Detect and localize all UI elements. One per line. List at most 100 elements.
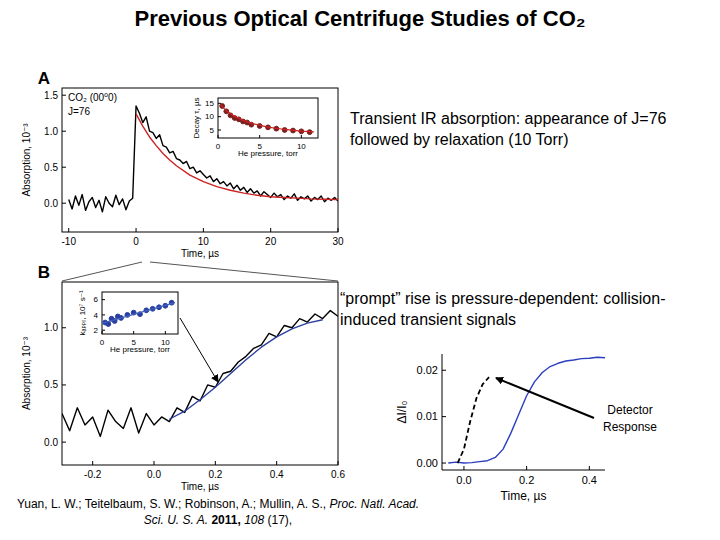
plot-background xyxy=(102,292,178,334)
y-axis xyxy=(442,354,443,470)
annotation: J=76 xyxy=(68,106,90,117)
y-tick-label: 0.0 xyxy=(44,437,58,448)
annotation: A xyxy=(38,69,50,88)
y-axis-label: Absorption, 10⁻³ xyxy=(21,123,32,197)
slide: {"title": "Previous Optical Centrifuge S… xyxy=(0,0,720,540)
y-tick xyxy=(218,116,221,117)
y-tick-label: 0.5 xyxy=(44,379,58,390)
x-tick-label: -0.2 xyxy=(84,469,102,480)
x-tick-label: 0.2 xyxy=(519,474,534,486)
zoom-line xyxy=(150,262,338,281)
y-tick-label: 4 xyxy=(94,311,99,320)
y-tick xyxy=(442,370,446,371)
plot-data xyxy=(102,300,175,326)
y-tick xyxy=(102,330,105,331)
x-tick xyxy=(589,466,590,470)
y-tick-label: 1.0 xyxy=(44,322,58,333)
citation-authors: Yuan, L. W.; Teitelbaum, S. W.; Robinson… xyxy=(17,497,326,511)
y-tick xyxy=(62,167,66,168)
x-tick xyxy=(154,461,155,465)
x-axis-label: Time, µs xyxy=(181,481,219,492)
y-tick-label: 15 xyxy=(205,99,214,108)
x-tick xyxy=(218,135,219,138)
annotation-arrow xyxy=(496,378,594,418)
citation-year: 2011, xyxy=(211,513,240,527)
x-tick xyxy=(301,135,302,138)
x-tick-label: 0.2 xyxy=(208,469,222,480)
plot-data xyxy=(220,104,314,135)
x-tick-label: 0.4 xyxy=(582,474,597,486)
y-tick-label: 5 xyxy=(210,126,215,135)
y-tick-label: 10 xyxy=(205,112,214,121)
x-tick xyxy=(92,461,93,465)
y-tick-label: 0.00 xyxy=(417,457,438,469)
x-tick-label: 0.0 xyxy=(147,469,161,480)
x-tick-label: 0.0 xyxy=(456,474,471,486)
chart: 051051015He pressure, torrDecay τ, µs xyxy=(192,97,318,158)
y-tick-label: 1.5 xyxy=(44,90,58,101)
x-tick xyxy=(526,466,527,470)
slide-canvas: -10 0 10 20 30 0.0 0.5 1.0 1.5 Time, µs Absorption… xyxy=(0,0,720,540)
note: Transient IR absorption: appearance of J… xyxy=(350,108,695,150)
chart: 0.0 0.2 0.4 0.00 0.01 0.02 Time, µs ΔI/I₀ xyxy=(395,354,605,503)
annotation: DetectorResponse xyxy=(603,403,657,434)
annotation: B xyxy=(38,263,50,282)
x-tick xyxy=(165,331,166,334)
plot-frame xyxy=(62,282,338,465)
citation-volume: 108 xyxy=(244,513,264,527)
x-tick xyxy=(68,228,69,232)
x-tick-label: 30 xyxy=(332,236,344,247)
y-tick-label: 0.02 xyxy=(417,364,438,376)
x-tick-label: 10 xyxy=(198,236,210,247)
y-tick-label: 6 xyxy=(94,295,99,304)
data-line xyxy=(221,105,314,132)
y-axis-label: kₐₚₚᵣ, 10⁷ s⁻¹ xyxy=(78,290,87,335)
y-tick-label: 1.0 xyxy=(44,126,58,137)
data-line xyxy=(102,303,175,324)
x-tick xyxy=(338,228,339,232)
inset-arrow xyxy=(180,318,218,382)
y-tick-label: 0.01 xyxy=(417,410,438,422)
x-tick-label: 0 xyxy=(100,338,105,347)
x-axis-label: He pressure, torr xyxy=(238,149,298,158)
y-axis-label: Absorption, 10⁻³ xyxy=(21,336,32,410)
y-tick xyxy=(62,131,66,132)
y-axis-label: ΔI/I₀ xyxy=(395,400,409,423)
y-tick xyxy=(218,130,221,131)
chart: -1001020300.00.51.01.5Time, µsAbsorption… xyxy=(21,88,344,259)
chart: 0510246He pressure, torrkₐₚₚᵣ, 10⁷ s⁻¹ xyxy=(78,290,178,354)
x-tick-label: 20 xyxy=(265,236,277,247)
y-tick-label: 0.5 xyxy=(44,162,58,173)
x-axis xyxy=(442,470,605,471)
x-tick-label: 0.4 xyxy=(270,469,284,480)
y-axis-label: Decay τ, µs xyxy=(192,97,201,138)
y-tick xyxy=(62,203,66,204)
x-tick xyxy=(102,331,103,334)
x-axis-label: Time, µs xyxy=(501,489,547,503)
plot-frame xyxy=(218,98,318,138)
data-line xyxy=(448,357,605,463)
x-tick-label: 0.6 xyxy=(331,469,345,480)
citation: Yuan, L. W.; Teitelbaum, S. W.; Robinson… xyxy=(8,496,428,528)
x-tick xyxy=(338,461,339,465)
y-tick xyxy=(62,327,66,328)
y-tick-label: 2 xyxy=(94,326,99,335)
y-tick xyxy=(62,442,66,443)
x-tick xyxy=(259,135,260,138)
x-tick xyxy=(276,461,277,465)
note: “prompt” rise is pressure-dependent: col… xyxy=(340,288,685,330)
x-tick xyxy=(203,228,204,232)
x-axis-label: Time, µs xyxy=(181,248,219,259)
x-tick-label: 10 xyxy=(297,142,306,151)
y-tick xyxy=(62,95,66,96)
y-tick xyxy=(442,416,446,417)
x-tick xyxy=(136,228,137,232)
plot-frame xyxy=(102,292,178,334)
annotation-line: Response xyxy=(603,420,657,434)
x-tick xyxy=(133,331,134,334)
chart: -0.2 0.0 0.2 0.4 0.6 0.0 0.5 1.0 Time, µs Absorpt… xyxy=(21,282,345,492)
plot-data xyxy=(448,357,605,463)
x-tick-label: -10 xyxy=(62,236,77,247)
plot-frame xyxy=(62,88,338,232)
data-line xyxy=(169,320,322,420)
